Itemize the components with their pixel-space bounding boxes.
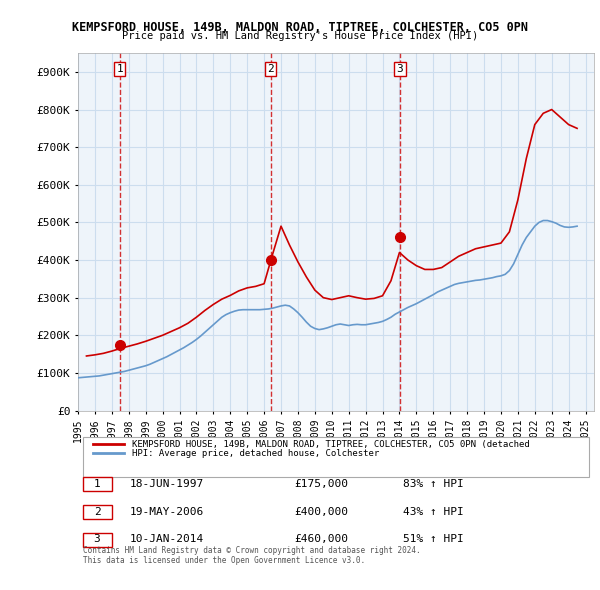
FancyBboxPatch shape bbox=[83, 437, 589, 477]
Text: £175,000: £175,000 bbox=[295, 479, 349, 489]
Text: Price paid vs. HM Land Registry's House Price Index (HPI): Price paid vs. HM Land Registry's House … bbox=[122, 31, 478, 41]
Text: 19-MAY-2006: 19-MAY-2006 bbox=[130, 507, 204, 517]
Text: £400,000: £400,000 bbox=[295, 507, 349, 517]
Text: 43% ↑ HPI: 43% ↑ HPI bbox=[403, 507, 464, 517]
FancyBboxPatch shape bbox=[83, 477, 112, 491]
Text: 51% ↑ HPI: 51% ↑ HPI bbox=[403, 534, 464, 544]
Text: KEMPSFORD HOUSE, 149B, MALDON ROAD, TIPTREE, COLCHESTER, CO5 0PN (detached: KEMPSFORD HOUSE, 149B, MALDON ROAD, TIPT… bbox=[132, 440, 530, 448]
Text: 1: 1 bbox=[116, 64, 123, 74]
Text: Contains HM Land Registry data © Crown copyright and database right 2024.
This d: Contains HM Land Registry data © Crown c… bbox=[83, 546, 421, 565]
FancyBboxPatch shape bbox=[83, 533, 112, 546]
Text: 1: 1 bbox=[94, 479, 100, 489]
Text: 3: 3 bbox=[94, 534, 100, 544]
Text: 3: 3 bbox=[397, 64, 403, 74]
Text: 18-JUN-1997: 18-JUN-1997 bbox=[130, 479, 204, 489]
Text: 2: 2 bbox=[267, 64, 274, 74]
Text: 83% ↑ HPI: 83% ↑ HPI bbox=[403, 479, 464, 489]
FancyBboxPatch shape bbox=[83, 505, 112, 519]
Text: HPI: Average price, detached house, Colchester: HPI: Average price, detached house, Colc… bbox=[132, 448, 379, 458]
Text: KEMPSFORD HOUSE, 149B, MALDON ROAD, TIPTREE, COLCHESTER, CO5 0PN: KEMPSFORD HOUSE, 149B, MALDON ROAD, TIPT… bbox=[72, 21, 528, 34]
Text: £460,000: £460,000 bbox=[295, 534, 349, 544]
Text: 10-JAN-2014: 10-JAN-2014 bbox=[130, 534, 204, 544]
Text: 2: 2 bbox=[94, 507, 100, 517]
